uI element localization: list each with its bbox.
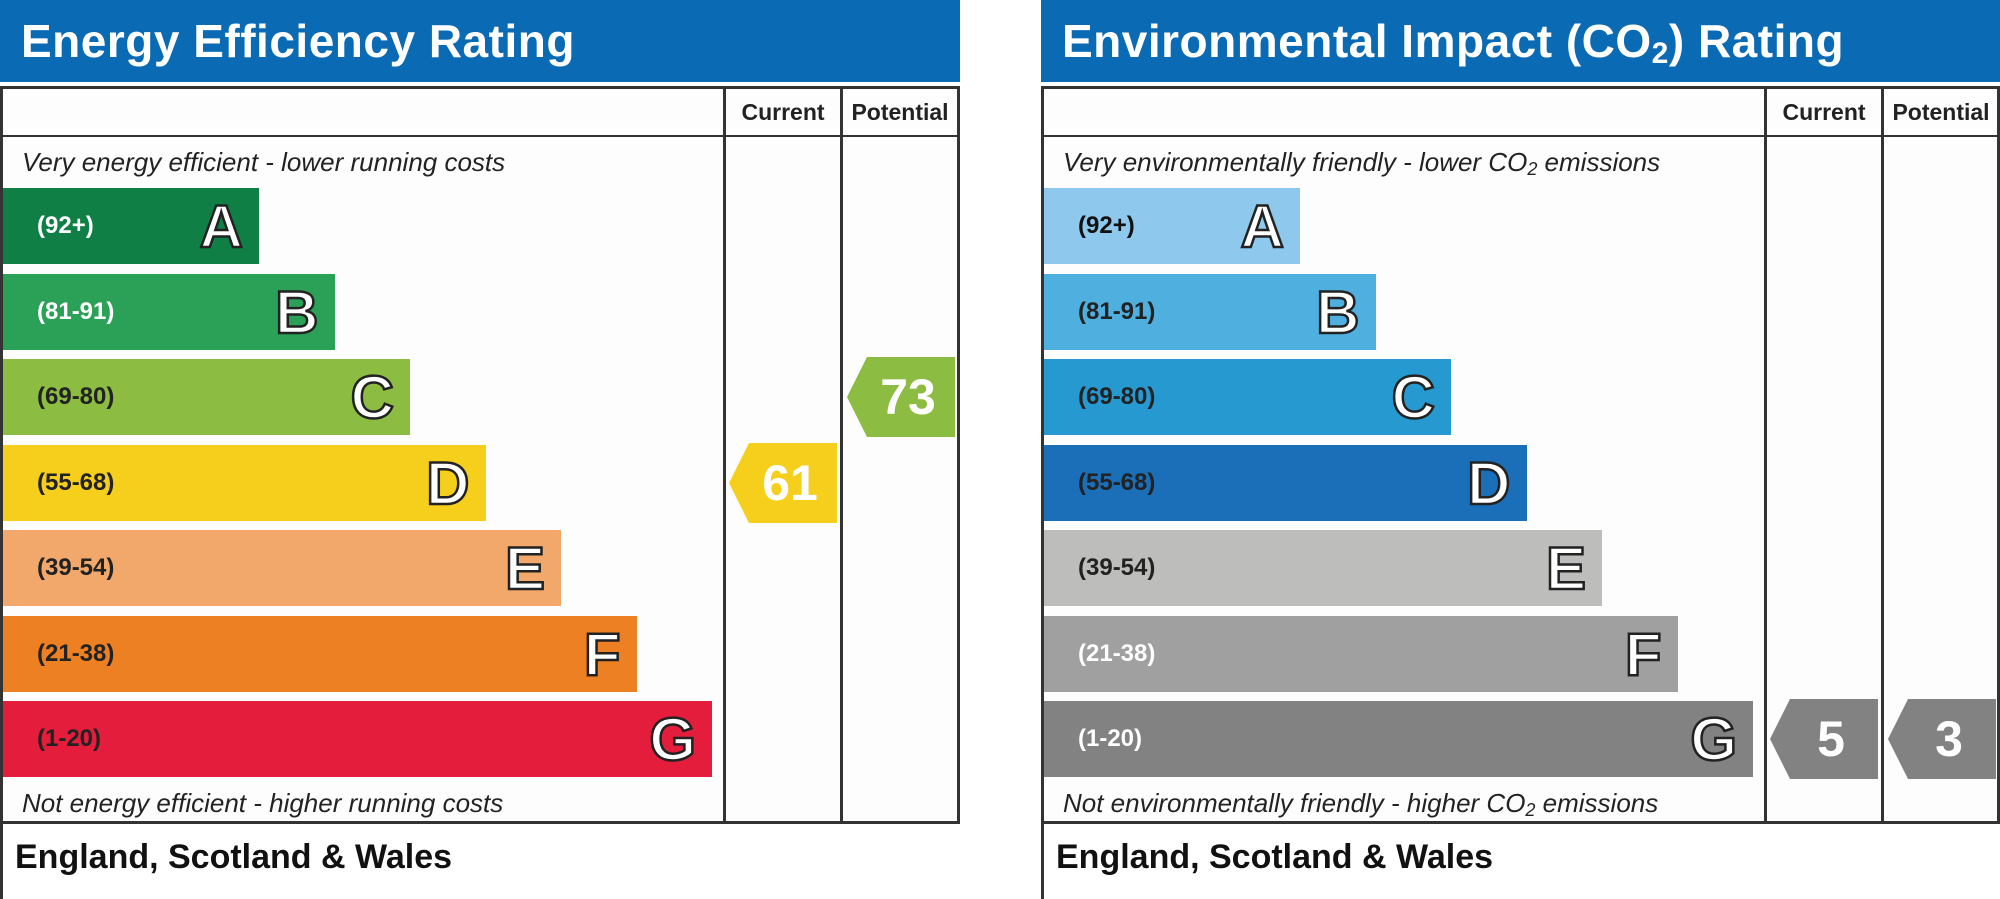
- indicator-arrow: [1770, 699, 1878, 779]
- indicator-arrow: [729, 442, 837, 523]
- band-range: (81-91): [1078, 297, 1156, 325]
- band-letter: B: [1315, 277, 1361, 347]
- band-letter: E: [504, 534, 547, 604]
- band-range: (55-68): [1078, 468, 1156, 496]
- top-caption: Very environmentally friendly - lower CO…: [1063, 147, 1660, 180]
- band-letter: F: [583, 619, 622, 689]
- footer: England, Scotland & Wales: [0, 824, 681, 899]
- band-range: (92+): [1078, 212, 1135, 239]
- header-divider: [1044, 135, 1997, 137]
- indicator-arrow: [847, 357, 955, 437]
- band-range: (1-20): [1078, 725, 1143, 752]
- chart-title: Energy Efficiency Rating: [21, 15, 575, 67]
- band-f: (21-38) F: [1044, 615, 1678, 692]
- potential-indicator: 3: [1888, 699, 1996, 779]
- current-indicator: 61: [729, 442, 837, 523]
- title-bar: Energy Efficiency Rating: [0, 0, 960, 82]
- band-range: (21-38): [1078, 639, 1156, 667]
- band-range: (92+): [37, 212, 94, 239]
- band-d: (55-68) D: [1044, 444, 1527, 521]
- band-e: (39-54) E: [1044, 530, 1602, 606]
- band-range: (69-80): [37, 383, 115, 410]
- indicator-arrow: [1888, 699, 1996, 779]
- potential-value: 3: [1935, 711, 1963, 767]
- top-caption-subscript: 2: [1527, 159, 1538, 179]
- band-letter: F: [1624, 619, 1663, 689]
- column-header-current: Current: [741, 99, 825, 125]
- band-range: (55-68): [37, 468, 115, 496]
- band-g: (1-20) G: [1044, 701, 1753, 777]
- band-d: (55-68) D: [3, 444, 486, 521]
- band-letter: D: [425, 448, 471, 518]
- band-range: (1-20): [37, 725, 102, 752]
- chart-title-main: Environmental Impact (CO: [1062, 15, 1652, 67]
- potential-indicator: 73: [847, 357, 955, 437]
- band-c: (69-80) C: [1044, 359, 1451, 435]
- current-indicator: 5: [1770, 699, 1878, 779]
- chart-title: Environmental Impact (CO2) Rating: [1062, 14, 1844, 71]
- column-divider: [1764, 89, 1767, 821]
- band-letter: B: [274, 277, 320, 347]
- band-letter: C: [349, 363, 395, 433]
- column-divider: [723, 89, 726, 821]
- footer: England, Scotland & Wales: [1041, 824, 1726, 899]
- band-letter: G: [648, 705, 697, 775]
- band-letter: A: [198, 192, 244, 262]
- band-a: (92+) A: [3, 188, 259, 264]
- top-caption-main: Very environmentally friendly - lower CO: [1063, 147, 1528, 177]
- chart-title-end: ) Rating: [1668, 15, 1845, 67]
- footer-region: England, Scotland & Wales: [1056, 838, 1494, 876]
- column-header-potential: Potential: [1892, 99, 1990, 125]
- band-e: (39-54) E: [3, 530, 561, 606]
- bottom-caption-end: emissions: [1535, 788, 1659, 818]
- band-a: (92+) A: [1044, 188, 1300, 264]
- energy-efficiency-panel: Energy Efficiency Rating Current Potenti…: [0, 0, 960, 899]
- band-letter: D: [1466, 448, 1512, 518]
- header-divider: [3, 135, 957, 137]
- bottom-caption: Not energy efficient - higher running co…: [22, 788, 504, 818]
- band-range: (69-80): [1078, 383, 1156, 410]
- column-header-current: Current: [1782, 99, 1866, 125]
- column-header-potential: Potential: [851, 99, 949, 125]
- band-c: (69-80) C: [3, 359, 410, 435]
- current-value: 5: [1817, 711, 1845, 767]
- bottom-caption-main: Not environmentally friendly - higher CO: [1063, 788, 1526, 818]
- bottom-caption: Not environmentally friendly - higher CO…: [1063, 788, 1658, 821]
- top-caption-end: emissions: [1537, 147, 1661, 177]
- band-letter: G: [1689, 705, 1738, 775]
- band-f: (21-38) F: [3, 615, 637, 692]
- band-letter: E: [1545, 534, 1588, 604]
- footer-region: England, Scotland & Wales: [15, 838, 453, 876]
- band-b: (81-91) B: [3, 273, 335, 350]
- band-range: (39-54): [1078, 554, 1156, 581]
- rating-frame: Current Potential Very energy efficient …: [0, 86, 960, 824]
- top-caption: Very energy efficient - lower running co…: [22, 147, 506, 177]
- band-letter: A: [1239, 192, 1285, 262]
- column-divider: [840, 89, 843, 821]
- column-divider: [1881, 89, 1884, 821]
- current-value: 61: [762, 454, 818, 511]
- potential-value: 73: [880, 369, 936, 425]
- rating-frame: Current Potential Very environmentally f…: [1041, 86, 2000, 824]
- title-bar: Environmental Impact (CO2) Rating: [1041, 0, 2000, 82]
- environmental-impact-panel: Environmental Impact (CO2) Rating Curren…: [1041, 0, 2000, 899]
- band-g: (1-20) G: [3, 701, 712, 777]
- chart-title-subscript: 2: [1651, 37, 1669, 70]
- bottom-caption-subscript: 2: [1525, 800, 1536, 820]
- band-b: (81-91) B: [1044, 273, 1376, 350]
- band-letter: C: [1390, 363, 1436, 433]
- band-range: (81-91): [37, 297, 115, 325]
- band-range: (39-54): [37, 554, 115, 581]
- band-range: (21-38): [37, 639, 115, 667]
